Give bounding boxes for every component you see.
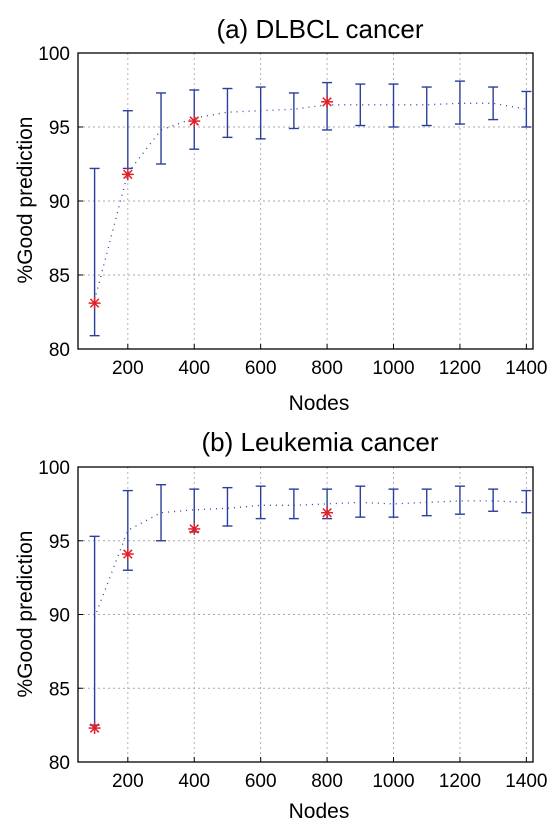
- asterisk-marker: [188, 522, 201, 535]
- error-bar: [156, 92, 167, 165]
- x-tick-label: 1400: [505, 358, 547, 379]
- asterisk-stroke: [123, 169, 133, 180]
- x-axis-label: Nodes: [289, 800, 350, 823]
- asterisk-marker: [321, 506, 334, 519]
- error-bar: [89, 535, 100, 726]
- mean-trend-line: [93, 500, 527, 618]
- asterisk-marker: [188, 115, 201, 128]
- error-bar: [421, 488, 432, 517]
- x-axis-label: Nodes: [289, 392, 350, 415]
- error-bar: [122, 110, 133, 170]
- x-tick-label: 200: [112, 358, 144, 379]
- chart-panel-leukemia: (b) Leukemia cancer 200 400 600 800 1000 1200…: [14, 427, 547, 823]
- x-tick-label: 400: [178, 771, 210, 792]
- x-tick-label: 200: [112, 771, 144, 792]
- y-tick-label: 95: [49, 118, 70, 139]
- asterisk-marker: [88, 297, 101, 310]
- error-bar: [454, 80, 465, 125]
- asterisk-stroke: [89, 298, 100, 308]
- error-bar: [421, 86, 432, 127]
- x-tick-label: 1000: [372, 358, 414, 379]
- error-bar: [454, 485, 465, 515]
- asterisk-marker: [121, 168, 134, 181]
- y-tick-label: 80: [49, 340, 70, 361]
- error-bar: [156, 484, 167, 542]
- asterisk-marker: [121, 548, 134, 561]
- error-bar: [488, 86, 499, 121]
- x-tick-label: 400: [178, 358, 210, 379]
- asterisk-stroke: [322, 97, 332, 107]
- error-bar: [521, 489, 532, 514]
- x-tick-label: 800: [311, 358, 343, 379]
- y-tick-label: 90: [49, 192, 70, 213]
- asterisk-stroke: [123, 549, 133, 559]
- y-tick-label: 80: [49, 753, 70, 774]
- y-tick-label: 85: [49, 679, 70, 700]
- asterisk-stroke: [189, 524, 200, 534]
- error-bar: [288, 488, 299, 520]
- error-bar: [488, 488, 499, 512]
- y-tick-label: 100: [38, 458, 70, 479]
- error-bar: [255, 485, 266, 520]
- error-bar: [222, 486, 233, 527]
- chart-title: (a) DLBCL cancer: [216, 14, 423, 44]
- y-axis-label: %Good prediction: [14, 117, 37, 284]
- y-tick-label: 85: [49, 266, 70, 287]
- y-tick-label: 95: [49, 532, 70, 553]
- error-bar: [288, 92, 299, 130]
- error-bar: [388, 83, 399, 128]
- error-bar: [222, 87, 233, 139]
- asterisk-stroke: [189, 116, 200, 126]
- error-bar: [89, 167, 100, 337]
- error-bar: [388, 488, 399, 518]
- chart-title: (b) Leukemia cancer: [202, 427, 439, 457]
- asterisk-stroke: [89, 723, 100, 733]
- asterisk-stroke: [322, 507, 332, 518]
- x-tick-label: 1200: [439, 771, 481, 792]
- x-tick-label: 800: [311, 771, 343, 792]
- x-tick-label: 600: [245, 771, 277, 792]
- chart-panel-dlbcl: (a) DLBCL cancer 200 400 600 800 1000 1200 140…: [14, 14, 547, 415]
- error-bar: [355, 83, 366, 127]
- y-axis-label: %Good prediction: [14, 531, 37, 698]
- error-bar: [521, 90, 532, 128]
- asterisk-marker: [88, 722, 101, 735]
- x-tick-label: 600: [245, 358, 277, 379]
- asterisk-marker: [321, 95, 334, 108]
- y-tick-label: 90: [49, 606, 70, 627]
- error-bar: [355, 485, 366, 518]
- x-tick-label: 1200: [439, 358, 481, 379]
- error-bar: [255, 86, 266, 140]
- x-tick-label: 1400: [505, 771, 547, 792]
- x-tick-label: 1000: [372, 771, 414, 792]
- y-tick-label: 100: [38, 44, 70, 65]
- mean-trend-line: [93, 102, 527, 301]
